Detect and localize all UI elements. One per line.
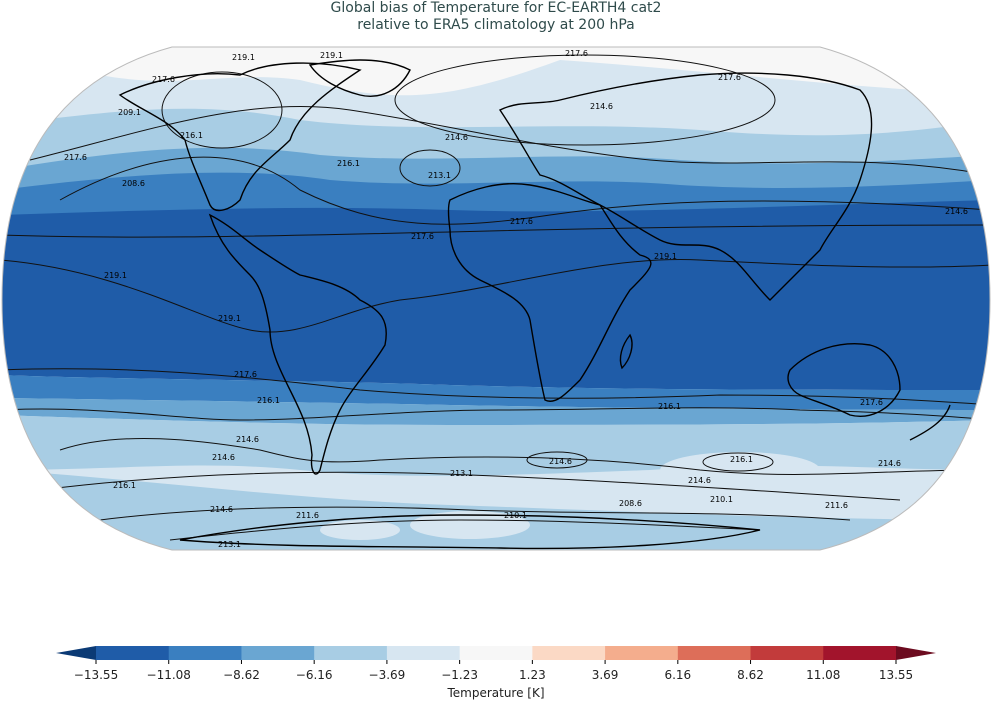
contour-label: 219.1 (654, 252, 677, 261)
contour-label: 217.6 (510, 217, 533, 226)
colorbar-swatch (459, 646, 533, 660)
colorbar-tick-label: −1.23 (441, 668, 479, 682)
colorbar-tick-label: 11.08 (806, 668, 841, 682)
colorbar-tick-label: −11.08 (146, 668, 191, 682)
contour-label: 217.6 (565, 49, 588, 58)
title-line-1: Global bias of Temperature for EC-EARTH4… (330, 0, 662, 16)
colorbar-tick-label: −13.55 (73, 668, 119, 682)
colorbar (56, 646, 936, 664)
colorbar-swatch (386, 646, 461, 660)
colorbar-swatch (168, 646, 242, 660)
colorbar-tick-label: 1.23 (519, 668, 546, 682)
contour-label: 214.6 (236, 435, 259, 444)
contour-label: 219.1 (218, 314, 241, 323)
colorbar-extend-high (896, 646, 936, 660)
contour-label: 213.1 (218, 540, 241, 549)
contour-label: 214.6 (878, 459, 901, 468)
colorbar-swatch (677, 646, 752, 660)
colorbar-extend-low (56, 646, 96, 660)
colorbar-tick-label: 3.69 (591, 668, 619, 682)
contour-label: 210.1 (504, 511, 527, 520)
contour-label: 208.6 (619, 499, 642, 508)
contour-label: 213.1 (428, 171, 451, 180)
bias-fill (2, 47, 990, 550)
contour-label: 217.6 (718, 73, 741, 82)
contour-label: 214.6 (210, 505, 233, 514)
contour-label: 217.6 (411, 232, 434, 241)
contour-label: 216.1 (180, 131, 203, 140)
colorbar-swatch (96, 646, 170, 660)
title-line-2: relative to ERA5 climatology at 200 hPa (357, 17, 635, 33)
colorbar-swatch (532, 646, 606, 660)
colorbar-tick-label: 6.16 (664, 668, 692, 682)
contour-label: 214.6 (445, 133, 468, 142)
contour-label: 217.6 (64, 153, 87, 162)
contour-label: 217.6 (152, 75, 175, 84)
colorbar-swatch (750, 646, 824, 660)
contour-label: 210.1 (710, 495, 733, 504)
colorbar-tick-label: −3.69 (368, 668, 406, 682)
contour-label: 211.6 (296, 511, 319, 520)
contour-label: 209.1 (118, 108, 141, 117)
colorbar-swatch (605, 646, 679, 660)
contour-label: 219.1 (104, 271, 127, 280)
contour-label-group: 219.1 217.6 217.6 214.6 216.1 214.6 213.… (64, 49, 968, 549)
coastlines (118, 59, 951, 550)
contour-label: 214.6 (688, 476, 711, 485)
colorbar-swatch (823, 646, 897, 660)
contour-label: 214.6 (945, 207, 968, 216)
contour-label: 208.6 (122, 179, 145, 188)
contour-label: 219.1 (320, 51, 343, 60)
colorbar-swatch (314, 646, 388, 660)
contour-label: 214.6 (212, 453, 235, 462)
contour-label: 214.6 (590, 102, 613, 111)
colorbar-tick-label: 13.55 (878, 668, 914, 682)
contour-label: 211.6 (825, 501, 848, 510)
colorbar-tick-label: 8.62 (737, 668, 764, 682)
colorbar-label: Temperature [K] (447, 686, 545, 700)
contour-label: 216.1 (730, 455, 753, 464)
contour-label: 213.1 (450, 469, 473, 478)
colorbar-swatch (241, 646, 315, 660)
colorbar-tick-label: −8.62 (223, 668, 260, 682)
contour-label: 214.6 (549, 457, 572, 466)
contour-label: 217.6 (234, 370, 257, 379)
contour-label: 216.1 (658, 402, 681, 411)
contour-label: 216.1 (257, 396, 280, 405)
contour-label: 219.1 (232, 53, 255, 62)
colorbar-tick-label: −6.16 (295, 668, 333, 682)
contour-label: 217.6 (860, 398, 883, 407)
contour-label: 216.1 (337, 159, 360, 168)
contour-label: 216.1 (113, 481, 136, 490)
